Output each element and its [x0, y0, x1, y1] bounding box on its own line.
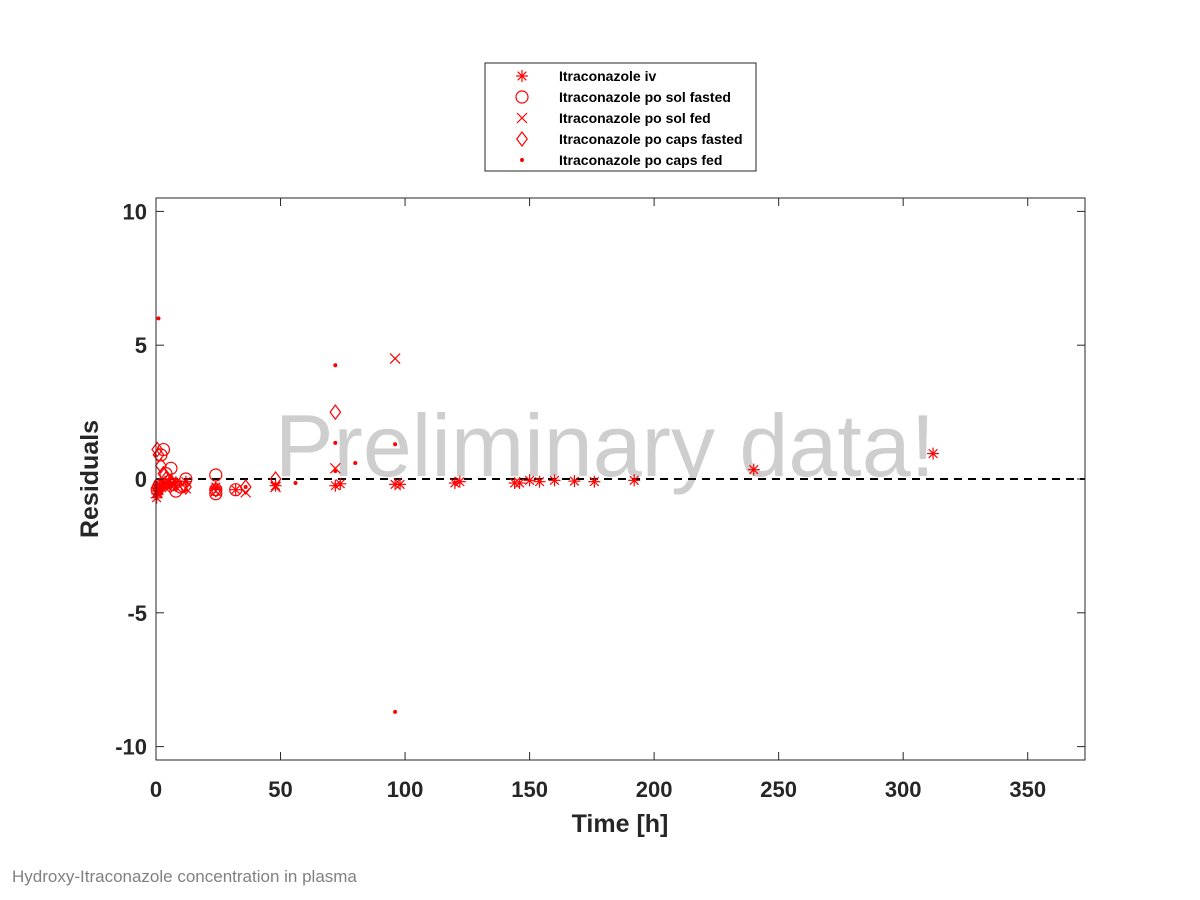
y-tick-label: 0	[135, 467, 147, 492]
data-point-asterisk	[453, 475, 466, 488]
data-point-dot	[183, 487, 188, 492]
data-point-dot	[293, 481, 298, 486]
legend-label: Itraconazole iv	[559, 68, 656, 84]
data-point-asterisk	[523, 474, 536, 487]
data-point-asterisk	[588, 475, 601, 488]
figure-caption: Hydroxy-Itraconazole concentration in pl…	[12, 867, 357, 886]
data-point-dot	[156, 490, 161, 495]
legend-marker-asterisk	[516, 70, 528, 82]
data-point-circle	[209, 468, 223, 482]
data-point-asterisk	[229, 483, 242, 496]
x-axis-label: Time [h]	[572, 810, 669, 838]
y-tick-label: 5	[135, 333, 147, 358]
data-point-dot	[353, 460, 358, 465]
legend-label: Itraconazole po caps fed	[559, 152, 722, 168]
legend-box	[484, 62, 757, 172]
data-point-diamond	[329, 404, 342, 421]
y-tick-label: -10	[115, 735, 147, 760]
x-tick-label: 100	[387, 777, 424, 802]
data-point-asterisk	[394, 478, 407, 491]
data-point-asterisk	[334, 477, 347, 490]
axis-ticks: 0 50 100 150 200 250 300 350 -10 -5 0 5 10	[115, 198, 1085, 802]
data-point-circle	[179, 472, 193, 486]
data-point-diamond	[209, 481, 222, 498]
watermark-text: Preliminary data!	[275, 396, 935, 495]
data-point-diamond	[151, 441, 164, 458]
legend-marker-diamond	[516, 131, 528, 147]
x-tick-label: 150	[511, 777, 548, 802]
data-point-x	[270, 481, 281, 493]
data-point-dot	[273, 482, 278, 487]
x-tick-label: 250	[760, 777, 797, 802]
y-tick-label: 10	[123, 199, 147, 224]
y-axis-label: Residuals	[76, 420, 104, 538]
data-point-dot	[243, 485, 248, 490]
data-point-dot	[156, 316, 161, 321]
data-point-asterisk	[568, 475, 581, 488]
legend-label: Itraconazole po sol fasted	[559, 89, 731, 105]
legend: Itraconazole iv Itraconazole po sol faste…	[484, 62, 757, 172]
data-point-dot	[393, 442, 398, 447]
data-markers	[150, 316, 940, 714]
data-point-diamond	[169, 476, 182, 493]
data-point-asterisk	[927, 447, 940, 460]
data-point-x	[389, 353, 401, 364]
x-tick-label: 350	[1009, 777, 1046, 802]
data-point-asterisk	[548, 474, 561, 487]
data-point-dot	[173, 485, 178, 490]
data-point-diamond	[239, 479, 252, 496]
data-point-asterisk	[329, 479, 342, 492]
data-point-dot	[158, 487, 163, 492]
x-tick-label: 0	[150, 777, 162, 802]
data-point-dot	[168, 483, 173, 488]
legend-marker-circle	[515, 90, 529, 104]
data-point-dot	[333, 468, 338, 473]
data-point-dot	[393, 709, 398, 714]
data-point-dot	[333, 440, 338, 445]
data-point-dot	[163, 482, 168, 487]
legend-marker-x	[516, 112, 528, 124]
y-tick-label: -5	[127, 601, 147, 626]
data-point-asterisk	[628, 474, 641, 487]
data-point-diamond	[179, 479, 192, 496]
x-tick-label: 50	[268, 777, 292, 802]
data-point-dot	[333, 363, 338, 368]
data-point-asterisk	[513, 477, 526, 490]
data-point-dot	[161, 485, 166, 490]
data-point-asterisk	[533, 475, 546, 488]
data-point-dot	[213, 486, 218, 491]
legend-marker-dot	[520, 158, 524, 162]
x-tick-label: 200	[636, 777, 673, 802]
data-point-diamond	[154, 457, 167, 474]
x-tick-label: 300	[885, 777, 922, 802]
legend-label: Itraconazole po caps fasted	[559, 131, 743, 147]
data-point-diamond	[157, 465, 170, 482]
legend-label: Itraconazole po sol fed	[559, 110, 711, 126]
data-point-x	[329, 462, 341, 474]
data-point-asterisk	[747, 463, 760, 476]
